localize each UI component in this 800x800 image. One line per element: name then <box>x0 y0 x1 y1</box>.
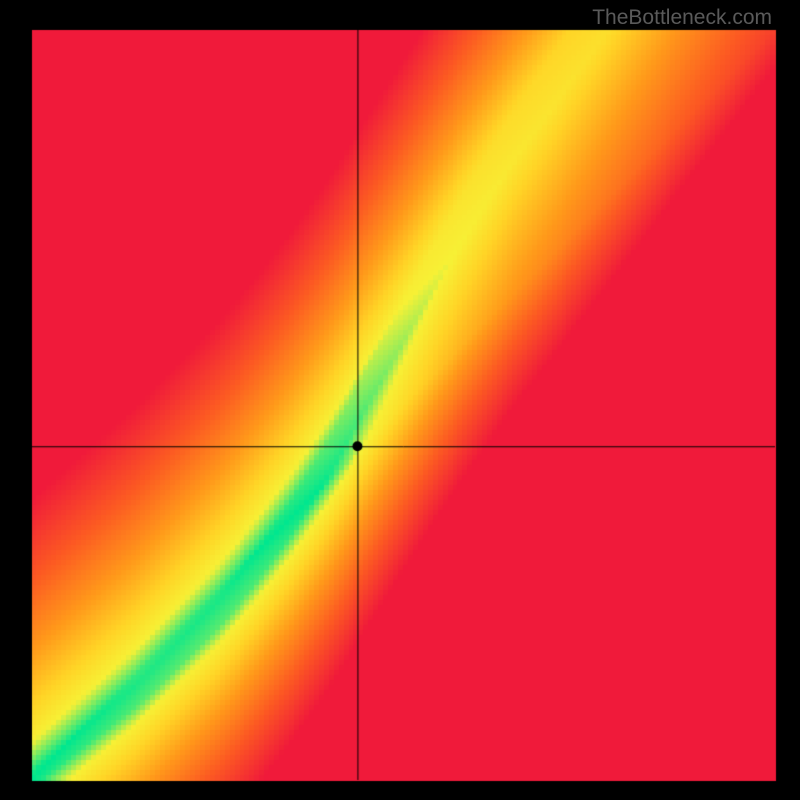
chart-container: TheBottleneck.com <box>0 0 800 800</box>
heatmap-canvas <box>0 0 800 800</box>
watermark-text: TheBottleneck.com <box>592 6 772 30</box>
